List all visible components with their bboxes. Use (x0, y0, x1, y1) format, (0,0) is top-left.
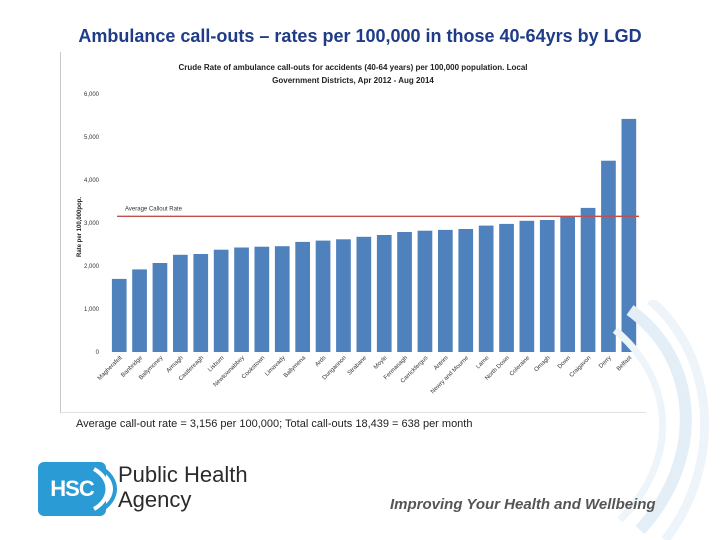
x-tick-label: Lisburn (207, 355, 225, 373)
bar (601, 160, 616, 352)
chart-title-line-1: Crude Rate of ambulance call-outs for ac… (179, 63, 528, 72)
bar (621, 118, 637, 353)
y-axis-label: Rate per 100,000pop. (77, 197, 83, 257)
bar (376, 235, 392, 352)
bar (173, 254, 188, 352)
bar (213, 249, 229, 352)
bar (152, 263, 168, 352)
bar-series (111, 118, 637, 353)
bar (111, 278, 127, 352)
bar (254, 246, 270, 352)
bar (295, 241, 310, 352)
bar (336, 239, 351, 352)
y-tick-label: 2,000 (84, 264, 100, 270)
bar (132, 269, 147, 352)
chart-panel: Crude Rate of ambulance call-outs for ac… (60, 52, 646, 413)
bar (478, 225, 494, 352)
x-tick-label: Omagh (534, 355, 552, 373)
bar (193, 254, 209, 352)
bar-chart: Crude Rate of ambulance call-outs for ac… (77, 63, 639, 396)
x-tick-label: Ards (314, 355, 327, 368)
summary-text: Average call-out rate = 3,156 per 100,00… (76, 418, 473, 430)
decorative-swoosh-graphic (612, 300, 709, 540)
x-tick-label: Magherafelt (97, 355, 124, 382)
y-tick-label: 1,000 (84, 307, 100, 313)
organisation-name-line-1: Public Health (118, 462, 248, 487)
bar (519, 220, 535, 352)
y-tick-label: 6,000 (84, 92, 100, 98)
y-tick-label: 4,000 (84, 178, 100, 184)
bar (458, 229, 474, 352)
average-reference-label: Average Callout Rate (125, 206, 183, 212)
bar (274, 246, 290, 352)
organisation-name-line-2: Agency (118, 487, 192, 512)
x-tick-label: Ballymena (283, 355, 308, 380)
x-tick-label: Armagh (166, 355, 185, 374)
bar (438, 229, 453, 352)
x-tick-label: Moyle (373, 355, 389, 371)
x-tick-label: Coleraine (509, 355, 532, 378)
bar (234, 247, 249, 352)
x-tick-label: Craigavon (569, 355, 593, 379)
y-tick-label: 5,000 (84, 135, 100, 141)
x-tick-label: Larne (475, 355, 491, 371)
hsc-badge-text: HSC (50, 476, 94, 501)
bar (560, 216, 575, 352)
y-tick-label: 0 (96, 350, 100, 356)
y-tick-label: 3,000 (84, 221, 100, 227)
tagline: Improving Your Health and Wellbeing (390, 496, 656, 513)
bar (356, 236, 372, 352)
bar (417, 230, 433, 352)
bar (397, 232, 412, 352)
x-tick-label: Antrim (433, 355, 450, 372)
x-tick-label: Down (557, 355, 572, 370)
organisation-name: Public Health Agency (118, 462, 278, 512)
hsc-arc-icon (92, 465, 117, 513)
bar (539, 220, 555, 352)
x-tick-label: Strabane (347, 355, 369, 377)
bar (315, 240, 331, 352)
slide-title: Ambulance call-outs – rates per 100,000 … (78, 26, 642, 46)
y-axis-ticks: 0 1,000 2,000 3,000 4,000 5,000 6,000 (84, 92, 100, 356)
bar (580, 207, 596, 352)
chart-title-line-2: Government Districts, Apr 2012 - Aug 201… (272, 76, 434, 85)
bar (499, 223, 514, 352)
x-tick-label: Newry and Mourne (430, 355, 471, 396)
